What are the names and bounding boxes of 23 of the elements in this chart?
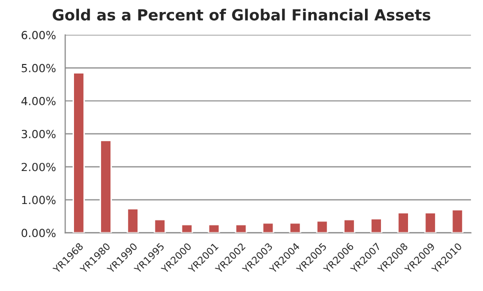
bar <box>370 218 382 233</box>
y-tick-label: 4.00% <box>21 96 56 106</box>
y-tick-label: 5.00% <box>22 64 56 72</box>
bar <box>316 220 328 233</box>
bar <box>343 218 356 233</box>
bar <box>424 212 436 233</box>
y-tick-label: 6.00% <box>22 30 56 40</box>
bar <box>180 224 194 233</box>
bar <box>262 222 274 233</box>
bar <box>154 218 166 233</box>
bar <box>451 209 464 233</box>
bar <box>289 222 302 233</box>
y-tick-label: 2.00% <box>22 162 56 172</box>
bar <box>126 208 139 233</box>
bar <box>234 224 248 233</box>
y-tick-label: 3.00% <box>22 130 56 138</box>
y-tick-label: 1.00% <box>22 196 56 204</box>
y-tick-label: 0.00% <box>22 228 56 238</box>
bar <box>72 72 85 233</box>
bar <box>208 224 220 233</box>
bar <box>397 212 410 233</box>
chart-title: Gold as a Percent of Global Financial Assets <box>52 8 430 21</box>
bar <box>100 140 112 233</box>
